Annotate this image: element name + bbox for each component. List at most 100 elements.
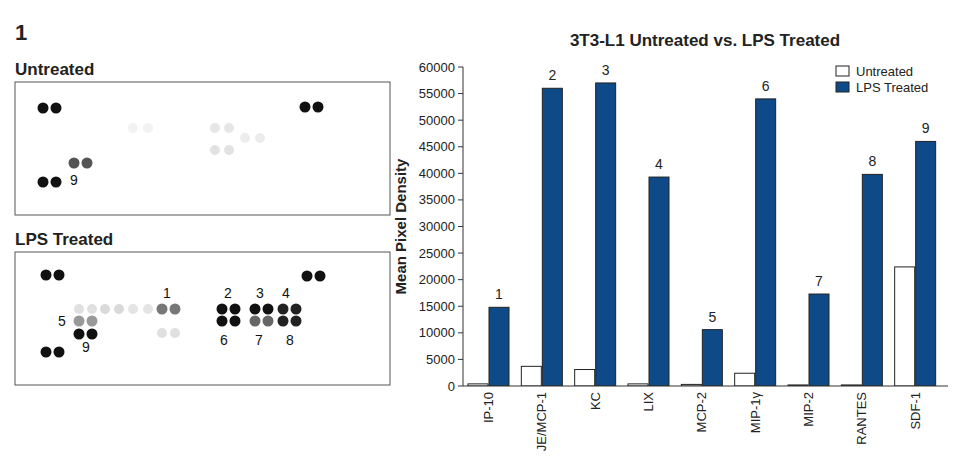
blot-reference-spot xyxy=(300,102,311,113)
y-tick xyxy=(458,253,463,254)
bar-annotation: 2 xyxy=(548,67,556,83)
x-tick-label: LIX xyxy=(641,392,656,412)
y-tick xyxy=(458,226,463,227)
figure: 1Untreated9LPS Treated1234567893T3-L1 Un… xyxy=(0,0,960,459)
blot-label: 8 xyxy=(286,332,294,348)
bar-annotation: 5 xyxy=(708,309,716,325)
y-tick xyxy=(458,146,463,147)
bar xyxy=(756,99,776,386)
blot-reference-spot xyxy=(41,347,52,358)
blot-spot xyxy=(100,304,110,314)
blot-spot xyxy=(250,316,261,327)
blot-reference-spot xyxy=(38,177,49,188)
x-tick-label: MIP-2 xyxy=(801,392,816,427)
blot-spot xyxy=(278,304,289,315)
blot-spot xyxy=(230,304,241,315)
blot-spot xyxy=(224,145,234,155)
blot-spot xyxy=(143,123,153,133)
blot-title: Untreated xyxy=(15,60,94,79)
blot-spot xyxy=(255,133,265,143)
x-tick-label: JE/MCP-1 xyxy=(534,392,549,451)
y-tick-label: 15000 xyxy=(419,299,455,314)
blot-spot xyxy=(69,158,80,169)
blot-panel: Untreated 9 xyxy=(15,60,390,215)
y-tick-label: 10000 xyxy=(419,325,455,340)
blot-label: 4 xyxy=(282,285,290,301)
bar xyxy=(575,370,595,386)
blot-reference-spot xyxy=(51,103,62,114)
blot-spot xyxy=(87,329,98,340)
blot-spot xyxy=(87,316,98,327)
blot-label: 6 xyxy=(220,332,228,348)
blot-spot xyxy=(114,304,124,314)
blot-spot xyxy=(263,304,274,315)
y-tick-label: 0 xyxy=(448,379,455,394)
bar-annotation: 8 xyxy=(868,153,876,169)
blot-spot xyxy=(210,145,220,155)
blot-reference-spot xyxy=(302,271,313,282)
x-tick-label: IP-10 xyxy=(481,392,496,423)
blot-spot xyxy=(278,316,289,327)
blot-label: 3 xyxy=(256,285,264,301)
y-tick xyxy=(458,279,463,280)
y-tick-label: 20000 xyxy=(419,272,455,287)
blot-spot xyxy=(224,123,234,133)
blot-spot xyxy=(291,304,302,315)
blot-spot xyxy=(157,304,168,315)
blot-reference-spot xyxy=(54,347,65,358)
y-tick xyxy=(458,306,463,307)
x-tick-label: MIP-1γ xyxy=(748,392,763,434)
blot-spot xyxy=(170,304,181,315)
y-tick-label: 5000 xyxy=(426,352,455,367)
bar-annotation: 1 xyxy=(495,286,503,302)
y-tick xyxy=(458,120,463,121)
bar xyxy=(542,88,562,386)
blot-label: 2 xyxy=(224,285,232,301)
chart-title: 3T3-L1 Untreated vs. LPS Treated xyxy=(570,31,840,50)
blot-spot xyxy=(157,328,167,338)
blot-reference-spot xyxy=(54,270,65,281)
blot-label: 9 xyxy=(82,339,90,355)
legend-label: LPS Treated xyxy=(856,80,928,95)
y-tick-label: 35000 xyxy=(419,192,455,207)
blot-spot xyxy=(128,304,138,314)
blot-spot xyxy=(143,304,153,314)
bar xyxy=(702,330,722,386)
blot-spot xyxy=(170,328,180,338)
y-tick xyxy=(458,93,463,94)
y-tick xyxy=(458,386,463,387)
blot-spot xyxy=(217,316,228,327)
blot-reference-spot xyxy=(38,103,49,114)
blot-spot xyxy=(291,316,302,327)
blot-label: 9 xyxy=(70,172,78,188)
bar xyxy=(735,373,755,386)
bar xyxy=(809,294,829,386)
legend-swatch xyxy=(836,82,849,92)
blot-title: LPS Treated xyxy=(15,230,113,249)
legend-swatch xyxy=(836,66,849,76)
blot-spot xyxy=(250,304,261,315)
blot-label: 5 xyxy=(58,313,66,329)
bar-annotation: 3 xyxy=(602,62,610,78)
y-axis xyxy=(463,67,464,386)
bar-annotation: 7 xyxy=(815,273,823,289)
blot-reference-spot xyxy=(41,270,52,281)
bar xyxy=(521,366,541,386)
blot-spot xyxy=(128,123,138,133)
x-axis xyxy=(463,386,948,387)
blot-spot xyxy=(74,316,85,327)
legend: UntreatedLPS Treated xyxy=(836,64,928,95)
legend-label: Untreated xyxy=(856,64,913,79)
x-tick-label: MCP-2 xyxy=(694,392,709,432)
bar-annotation: 9 xyxy=(922,120,930,136)
figure-label: 1 xyxy=(15,20,27,45)
x-tick-label: RANTES xyxy=(854,392,869,445)
chart: 3T3-L1 Untreated vs. LPS TreatedMean Pix… xyxy=(392,31,948,451)
blot-spot xyxy=(240,133,250,143)
blot-spot xyxy=(82,158,93,169)
blot-reference-spot xyxy=(51,177,62,188)
blot-spot xyxy=(217,304,228,315)
bar xyxy=(596,83,616,386)
blot-label: 7 xyxy=(255,332,263,348)
y-tick-label: 50000 xyxy=(419,113,455,128)
